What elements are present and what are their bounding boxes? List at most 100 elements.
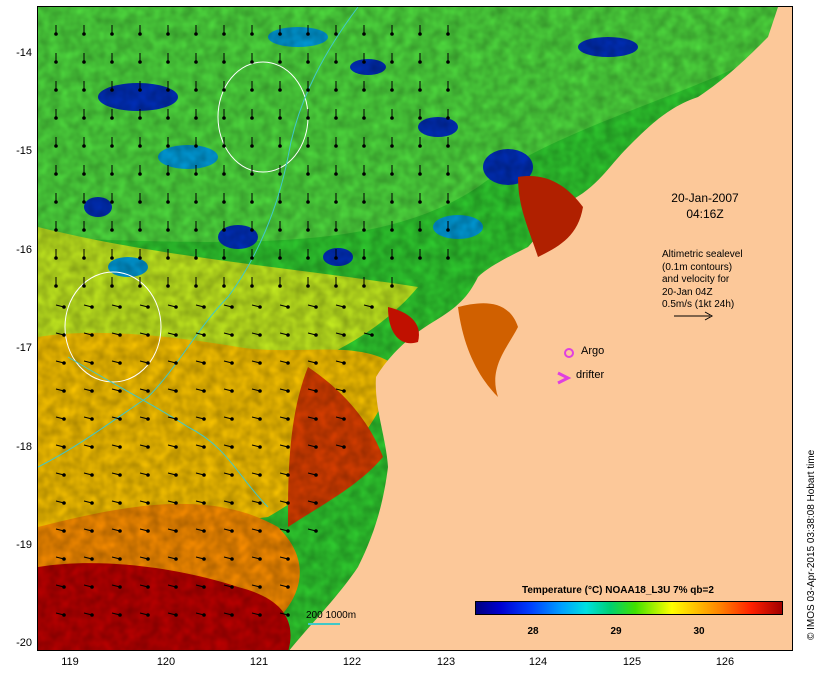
velocity-arrow-head	[390, 200, 394, 204]
time-line: 04:16Z	[686, 207, 724, 221]
velocity-arrow-head	[146, 613, 150, 617]
velocity-arrow-head	[334, 144, 338, 148]
velocity-arrow-head	[258, 361, 262, 365]
velocity-arrow-head	[54, 200, 58, 204]
velocity-arrow-head	[118, 529, 122, 533]
velocity-arrow-head	[286, 445, 290, 449]
velocity-arrow-head	[258, 501, 262, 505]
velocity-arrow-head	[446, 88, 450, 92]
velocity-arrow-head	[278, 116, 282, 120]
velocity-arrow-head	[314, 501, 318, 505]
velocity-arrow-head	[202, 501, 206, 505]
velocity-arrow-head	[202, 333, 206, 337]
y-tick-label: -15	[16, 145, 32, 157]
velocity-arrow-head	[446, 228, 450, 232]
velocity-arrow-head	[194, 172, 198, 176]
isobath-1000	[38, 7, 359, 468]
sst-map[interactable]	[37, 6, 793, 651]
velocity-arrow-head	[334, 200, 338, 204]
velocity-arrow-head	[222, 256, 226, 260]
velocity-arrow-head	[250, 284, 254, 288]
velocity-arrow-head	[174, 613, 178, 617]
velocity-arrow-head	[138, 116, 142, 120]
velocity-arrow-head	[286, 305, 290, 309]
velocity-arrow-head	[118, 389, 122, 393]
velocity-arrow-head	[390, 32, 394, 36]
velocity-arrow-head	[334, 284, 338, 288]
velocity-arrow-head	[278, 228, 282, 232]
velocity-arrow-head	[110, 116, 114, 120]
x-tick-label: 122	[342, 656, 362, 668]
velocity-arrow-head	[258, 613, 262, 617]
velocity-arrow-head	[118, 361, 122, 365]
velocity-arrow-head	[138, 228, 142, 232]
isobath-200	[67, 356, 269, 508]
legend-arrow-head	[704, 311, 714, 321]
velocity-arrow-head	[222, 144, 226, 148]
velocity-arrow-head	[90, 445, 94, 449]
velocity-arrow-head	[390, 116, 394, 120]
velocity-arrow-head	[174, 529, 178, 533]
velocity-arrow-head	[258, 389, 262, 393]
velocity-arrow-head	[418, 32, 422, 36]
velocity-arrow-head	[166, 116, 170, 120]
velocity-arrow-head	[90, 585, 94, 589]
velocity-arrow-head	[390, 228, 394, 232]
velocity-arrow-head	[118, 613, 122, 617]
velocity-arrow-head	[334, 256, 338, 260]
velocity-arrow-head	[446, 32, 450, 36]
velocity-arrow-head	[90, 333, 94, 337]
x-tick-label: 125	[622, 656, 642, 668]
velocity-arrow-head	[166, 172, 170, 176]
argo-marker[interactable]	[564, 348, 574, 358]
velocity-arrow-head	[138, 284, 142, 288]
velocity-arrow-head	[446, 200, 450, 204]
velocity-arrow-head	[146, 501, 150, 505]
velocity-arrow-head	[278, 172, 282, 176]
velocity-arrow-head	[222, 60, 226, 64]
velocity-arrow-head	[230, 333, 234, 337]
velocity-arrow-head	[306, 88, 310, 92]
velocity-arrow-head	[146, 473, 150, 477]
velocity-arrow-head	[334, 228, 338, 232]
velocity-arrow-head	[54, 228, 58, 232]
velocity-arrow-head	[90, 361, 94, 365]
velocity-arrow-head	[166, 200, 170, 204]
velocity-arrow-head	[342, 389, 346, 393]
coastal-hot-spot	[388, 307, 419, 344]
velocity-arrow-head	[166, 88, 170, 92]
velocity-arrow-head	[62, 445, 66, 449]
velocity-arrow-head	[54, 116, 58, 120]
velocity-arrow-head	[82, 88, 86, 92]
velocity-arrow-head	[194, 116, 198, 120]
velocity-arrow-head	[250, 228, 254, 232]
argo-label: Argo	[581, 345, 605, 357]
velocity-arrow-head	[166, 144, 170, 148]
velocity-arrow-head	[194, 256, 198, 260]
velocity-arrow-head	[222, 228, 226, 232]
velocity-arrow-head	[250, 200, 254, 204]
velocity-arrow-head	[138, 32, 142, 36]
velocity-arrow-head	[118, 501, 122, 505]
velocity-arrow-head	[446, 144, 450, 148]
velocity-arrow-head	[146, 445, 150, 449]
velocity-arrow-head	[202, 305, 206, 309]
velocity-arrow-head	[286, 557, 290, 561]
velocity-arrow-head	[286, 473, 290, 477]
velocity-arrow-head	[138, 200, 142, 204]
velocity-arrow-head	[418, 144, 422, 148]
velocity-arrow-head	[250, 32, 254, 36]
velocity-arrow-head	[90, 473, 94, 477]
velocity-arrow-head	[202, 529, 206, 533]
velocity-arrow-head	[146, 417, 150, 421]
velocity-arrow-head	[82, 144, 86, 148]
velocity-arrow-head	[90, 389, 94, 393]
velocity-arrow-head	[306, 172, 310, 176]
velocity-arrow-head	[118, 333, 122, 337]
velocity-arrow-head	[342, 445, 346, 449]
velocity-arrow-head	[370, 333, 374, 337]
inlet-warm	[458, 303, 518, 397]
drifter-marker[interactable]	[557, 371, 572, 385]
velocity-arrow-head	[54, 88, 58, 92]
velocity-arrow-head	[62, 361, 66, 365]
